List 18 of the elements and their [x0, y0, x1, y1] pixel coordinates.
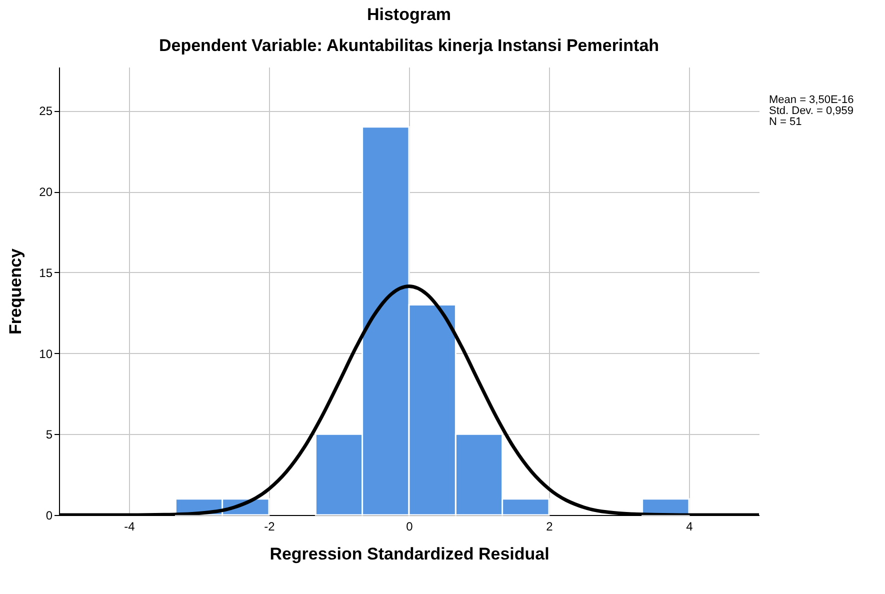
- chart-title: Histogram: [366, 5, 452, 24]
- x-tick-label: 2: [546, 520, 554, 534]
- y-tick-label: 20: [39, 185, 53, 200]
- y-axis-title: Frequency: [6, 248, 26, 334]
- chart-subtitle: Dependent Variable: Akuntabilitas kinerja Instansi Pemerintah: [158, 36, 660, 55]
- text: Mean = 3,50E-16: [769, 94, 854, 106]
- x-axis-title: Regression Standardized Residual: [270, 544, 550, 564]
- x-tick-label: -4: [124, 520, 136, 534]
- x-tick-label: 0: [406, 520, 414, 534]
- y-tick-label: 10: [39, 346, 53, 361]
- x-tick-label: -2: [264, 520, 276, 534]
- y-tick-label: 5: [46, 428, 53, 442]
- text: Std. Dev. = 0,959: [769, 105, 854, 117]
- y-tick-label: 0: [46, 508, 53, 522]
- x-tick-label: 4: [686, 520, 694, 534]
- text: N = 51: [769, 116, 802, 128]
- y-tick-label: 15: [39, 266, 53, 280]
- y-tick-label: 25: [39, 104, 53, 118]
